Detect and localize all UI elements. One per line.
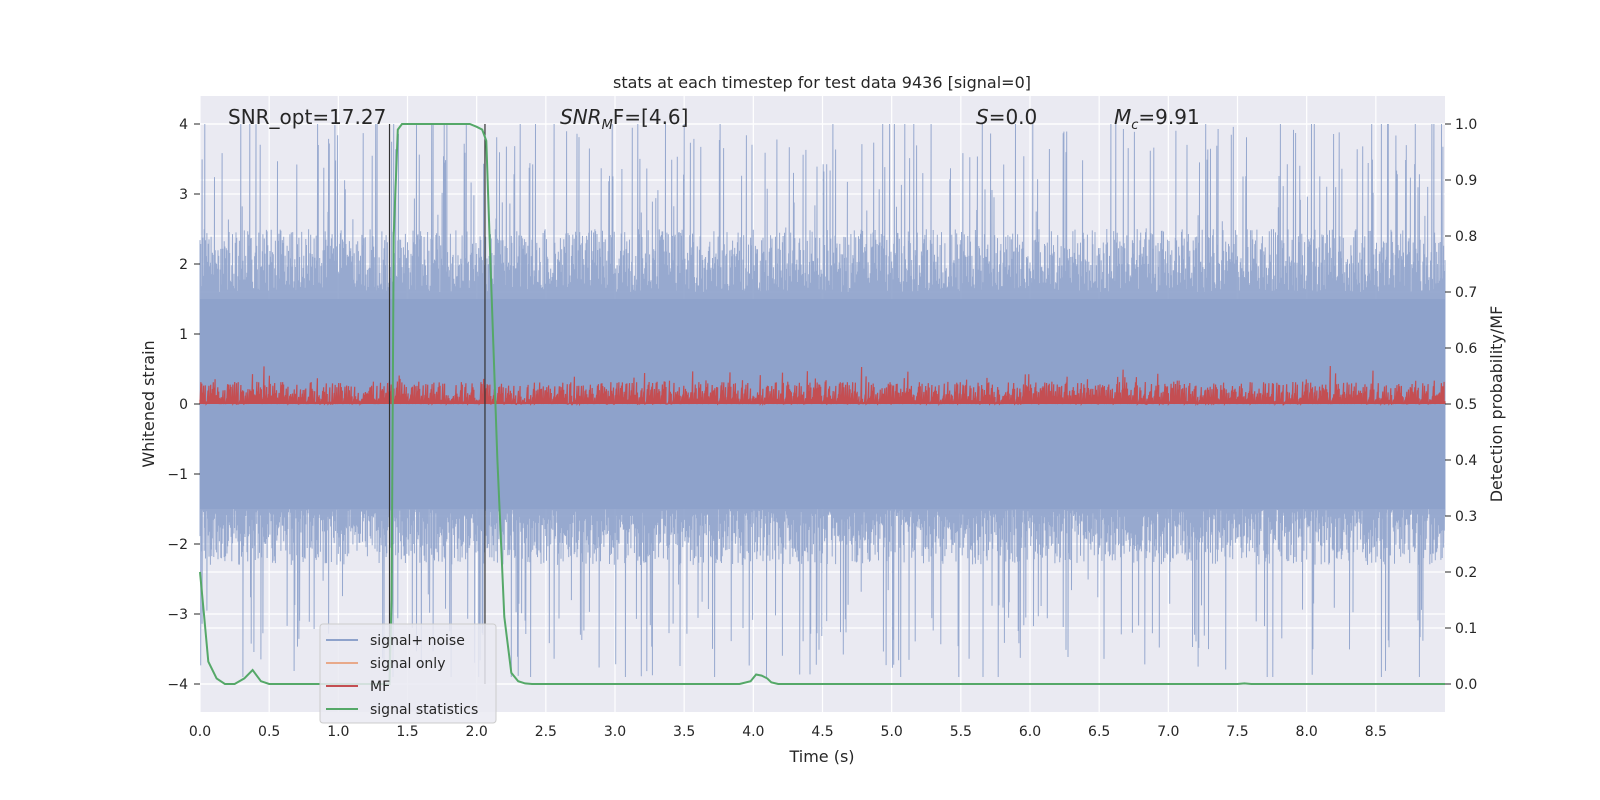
annotation-s: S=0.0 [976, 105, 1037, 129]
y-tick-label-right: 1.0 [1455, 117, 1477, 133]
legend-label-signal-only: signal only [370, 656, 445, 672]
y-tick-label-right: 0.2 [1455, 565, 1477, 581]
x-tick-label: 6.5 [1088, 724, 1110, 740]
annotation-mc-sub: c [1131, 118, 1138, 133]
signal-statistics-line [199, 123, 1445, 685]
legend-box [319, 623, 497, 724]
x-tick-label: 5.5 [950, 724, 972, 740]
annotation-snr-mf-rest: F=[4.6] [613, 105, 689, 129]
y-tick-label: −1 [167, 467, 188, 483]
x-tick-label: 1.0 [327, 724, 349, 740]
y-ticks-left: 4 3 2 1 0 −1 −2 −3 −4 [167, 117, 200, 693]
x-tick-label: 3.0 [604, 724, 626, 740]
annotation-mc: Mc=9.91 [1114, 105, 1200, 133]
annotation-s-main: S [976, 105, 989, 129]
y-tick-label: 2 [179, 257, 188, 273]
y-tick-label-right: 0.0 [1455, 677, 1477, 693]
y-tick-label-right: 0.3 [1455, 509, 1477, 525]
y-tick-label-right: 0.4 [1455, 453, 1477, 469]
x-tick-label: 2.5 [535, 724, 557, 740]
x-tick-label: 7.0 [1157, 724, 1179, 740]
y-tick-label-right: 0.1 [1455, 621, 1477, 637]
x-tick-label: 7.5 [1226, 724, 1248, 740]
annotation-s-rest: =0.0 [989, 105, 1038, 129]
y-tick-label: −4 [167, 677, 188, 693]
x-tick-label: 6.0 [1019, 724, 1041, 740]
annotation-snr-opt: SNR_opt=17.27 [228, 105, 386, 129]
y-tick-label-right: 0.8 [1455, 229, 1477, 245]
x-tick-label: 4.0 [742, 724, 764, 740]
legend-label-signal-statistics: signal statistics [370, 702, 478, 718]
annotation-snr-mf-sub: M [602, 118, 613, 133]
y-tick-label: 3 [179, 187, 188, 203]
y-axis-label-right: Detection probability/MF [1487, 306, 1506, 503]
x-tick-label: 0.5 [258, 724, 280, 740]
x-tick-label: 1.5 [396, 724, 418, 740]
legend: signal+ noise signal only MF signal stat… [319, 623, 497, 724]
legend-label-mf: MF [370, 679, 390, 695]
y-tick-label: −3 [167, 607, 188, 623]
y-ticks-right: 1.0 0.9 0.8 0.7 0.6 0.5 0.4 0.3 0.2 0.1 0.0 [1445, 117, 1477, 693]
x-tick-label: 4.5 [811, 724, 833, 740]
y-tick-label: 1 [179, 327, 188, 343]
vertical-markers [388, 124, 486, 684]
x-tick-label: 5.0 [881, 724, 903, 740]
x-tick-label: 2.0 [466, 724, 488, 740]
mf-trace [199, 365, 1446, 407]
y-tick-label: −2 [167, 537, 188, 553]
mf-line [199, 365, 1446, 407]
y-tick-label-right: 0.6 [1455, 341, 1477, 357]
annotation-mc-rest: =9.91 [1138, 105, 1199, 129]
annotation-snr-mf: SNRMF=[4.6] [560, 105, 688, 133]
x-tick-label: 8.0 [1296, 724, 1318, 740]
annotation-snr-mf-main: SNR [560, 105, 602, 129]
annotation-mc-main: M [1114, 105, 1131, 129]
x-ticks: 0.0 0.5 1.0 1.5 2.0 2.5 3.0 3.5 4.0 4.5 5.0 5.5 6.0 6… [189, 724, 1387, 740]
y-tick-label-right: 0.9 [1455, 173, 1477, 189]
legend-label-signal-noise: signal+ noise [370, 633, 465, 649]
signal-statistics-group [199, 123, 1445, 685]
y-tick-label-right: 0.5 [1455, 397, 1477, 413]
x-axis-label: Time (s) [788, 747, 854, 766]
y-tick-label: 4 [179, 117, 188, 133]
x-tick-label: 3.5 [673, 724, 695, 740]
x-tick-label: 8.5 [1365, 724, 1387, 740]
y-tick-label: 0 [179, 397, 188, 413]
x-tick-label: 0.0 [189, 724, 211, 740]
y-axis-label: Whitened strain [139, 340, 158, 467]
y-tick-label-right: 0.7 [1455, 285, 1477, 301]
chart-title: stats at each timestep for test data 943… [613, 73, 1031, 92]
